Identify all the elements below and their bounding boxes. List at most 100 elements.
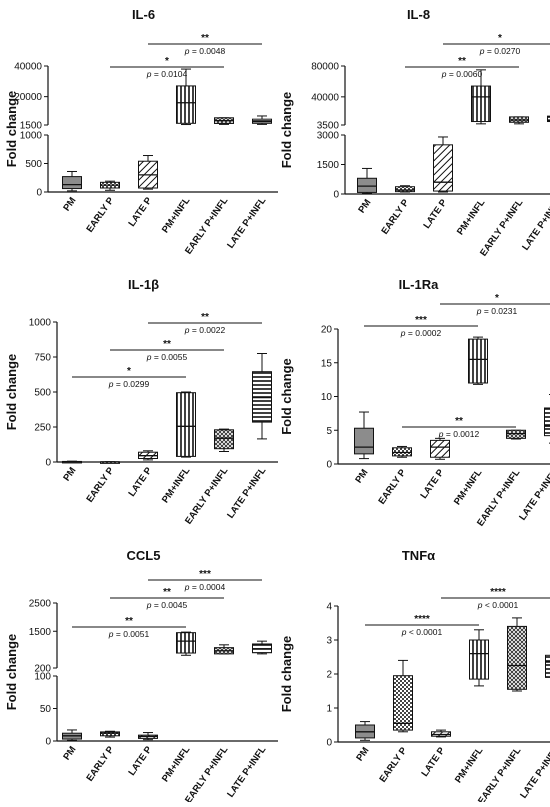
p-value-label: p < 0.0001 [477, 600, 519, 610]
x-tick-label: PM+INFL [453, 745, 486, 785]
significance-stars: * [498, 33, 502, 44]
significance-stars: * [495, 293, 499, 304]
significance-stars: * [127, 366, 131, 377]
box-pm-infl [177, 632, 196, 655]
x-tick-label: LATE P [419, 745, 447, 779]
y-tick-label: 0 [326, 738, 332, 749]
y-tick-label: 2 [326, 670, 332, 681]
x-tick-label: EARLY P [379, 197, 411, 237]
y-tick-label: 0 [333, 190, 339, 201]
y-tick-label: 80000 [311, 62, 339, 73]
p-value-label: p = 0.0045 [146, 600, 188, 610]
p-value-label: p = 0.0299 [108, 379, 150, 389]
box-body [469, 339, 488, 383]
box-early-p-infl [215, 429, 234, 451]
y-tick-label: 1500 [29, 627, 52, 638]
y-tick-label: 40000 [14, 62, 42, 73]
y-tick-label: 3500 [317, 121, 340, 132]
significance-stars: **** [490, 587, 506, 598]
chart-title: IL-1Ra [399, 277, 440, 292]
box-body [177, 86, 196, 123]
box-late-p-infl [546, 654, 550, 681]
box-late-p-infl [253, 116, 272, 124]
y-tick-label: 200 [34, 664, 51, 675]
box-early-p [394, 660, 413, 731]
y-tick-label: 15 [321, 358, 333, 369]
box-body [215, 430, 234, 449]
y-tick-label: 0 [36, 188, 42, 199]
significance-stars: * [165, 56, 169, 67]
y-axis-label: Fold change [279, 636, 294, 713]
chart-title: CCL5 [127, 548, 161, 563]
p-value-label: p = 0.0002 [400, 328, 442, 338]
y-tick-label: 4 [326, 602, 332, 613]
x-tick-label: LATE P+INFL [518, 745, 550, 800]
x-tick-label: EARLY P [84, 465, 116, 505]
y-tick-label: 3 [326, 636, 332, 647]
p-value-label: p = 0.0060 [441, 69, 483, 79]
box-early-p [396, 186, 415, 192]
x-tick-label: PM+INFL [160, 744, 193, 784]
box-body [546, 655, 550, 677]
x-tick-label: EARLY P [84, 195, 116, 235]
box-early-p [101, 462, 120, 464]
y-tick-label: 0 [45, 458, 51, 469]
box-body [355, 428, 374, 454]
y-axis-label: Fold change [279, 358, 294, 435]
box-pm [63, 730, 82, 740]
chart-title: IL-1β [128, 277, 159, 292]
y-tick-label: 10 [321, 392, 333, 403]
box-pm [356, 722, 375, 741]
chart-title: TNFα [402, 548, 435, 563]
box-body [470, 640, 489, 679]
chart-title: IL-6 [132, 7, 155, 22]
p-value-label: p = 0.0055 [146, 352, 188, 362]
x-tick-label: LATE P [126, 465, 154, 499]
significance-bracket: *** p = 0.0002 [364, 315, 478, 338]
box-body [63, 177, 82, 189]
x-tick-label: LATE P+INFL [225, 195, 268, 250]
x-tick-label: PM [61, 744, 78, 762]
box-body [358, 178, 377, 192]
box-late-p [139, 733, 158, 740]
box-body [507, 430, 526, 438]
significance-bracket: *p = 0.0231 [440, 293, 550, 316]
y-axis-label: Fold change [4, 354, 19, 431]
box-body [177, 393, 196, 457]
significance-stars: ** [455, 416, 463, 427]
x-tick-label: PM+INFL [160, 465, 193, 505]
box-body [101, 732, 120, 736]
x-tick-label: PM [353, 467, 370, 485]
p-value-label: p < 0.0001 [401, 627, 443, 637]
significance-bracket: **p = 0.0051 [72, 616, 186, 639]
y-tick-label: 50 [40, 704, 52, 715]
y-axis-label: Fold change [4, 634, 19, 711]
significance-bracket: **p = 0.0055 [110, 339, 224, 362]
significance-stars: **** [414, 614, 430, 625]
x-tick-label: LATE P+INFL [225, 465, 268, 520]
box-body [508, 626, 527, 689]
box-late-p [139, 156, 158, 190]
x-tick-label: PM [61, 465, 78, 483]
box-late-p [432, 730, 451, 737]
significance-stars: ** [201, 312, 209, 323]
x-tick-label: LATE P+INFL [520, 197, 550, 252]
x-tick-label: PM [356, 197, 373, 215]
box-early-p [101, 181, 120, 190]
y-tick-label: 40000 [311, 92, 339, 103]
x-tick-label: LATE P [126, 744, 154, 778]
y-tick-label: 500 [34, 388, 51, 399]
y-tick-label: 750 [34, 353, 51, 364]
x-tick-label: LATE P [421, 197, 449, 231]
significance-stars: *** [415, 315, 427, 326]
box-early-p [101, 731, 120, 737]
box-early-p [393, 446, 412, 457]
y-tick-label: 3000 [317, 131, 340, 142]
x-tick-label: PM [61, 195, 78, 213]
